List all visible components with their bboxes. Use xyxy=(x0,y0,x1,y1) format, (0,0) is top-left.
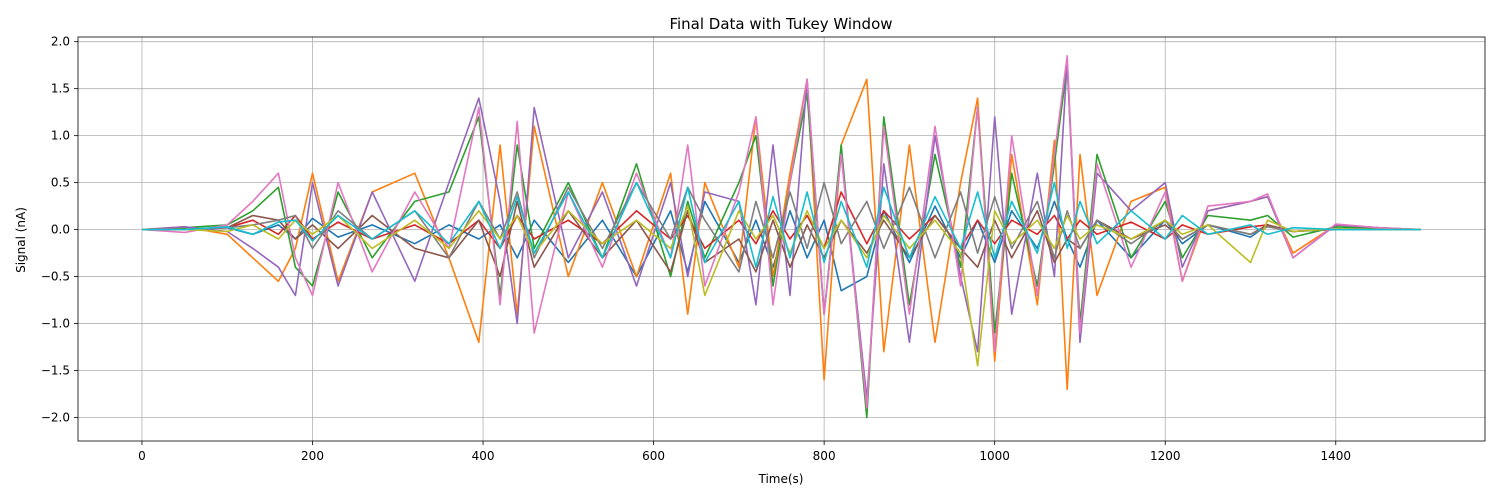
series-layer xyxy=(141,54,1422,419)
y-tick-label: −2.0 xyxy=(41,411,70,425)
y-tick-label: 2.0 xyxy=(51,35,70,49)
y-axis-label: Signal (nA) xyxy=(14,207,28,273)
series-line-7 xyxy=(141,54,1422,409)
y-tick-label: −1.0 xyxy=(41,317,70,331)
x-tick-label: 0 xyxy=(138,449,146,463)
x-tick-label: 400 xyxy=(472,449,495,463)
y-tick-label: 0.0 xyxy=(51,223,70,237)
y-tick-label: 0.5 xyxy=(51,176,70,190)
x-tick-label: 800 xyxy=(813,449,836,463)
ticks: 0 200 400 600 800 1000 1200 1400 −2.0 −1.5 −1.0 −0.… xyxy=(41,35,1351,463)
x-tick-label: 1200 xyxy=(1150,449,1181,463)
x-tick-label: 1400 xyxy=(1320,449,1351,463)
series-line-4 xyxy=(142,191,1421,250)
y-tick-label: −0.5 xyxy=(41,270,70,284)
y-tick-label: 1.5 xyxy=(51,82,70,96)
series-line-10 xyxy=(142,181,1421,269)
x-tick-label: 1000 xyxy=(979,449,1010,463)
chart-title: Final Data with Tukey Window xyxy=(669,15,892,33)
x-axis-label: Time(s) xyxy=(758,472,804,486)
plot-frame xyxy=(77,36,1486,442)
y-tick-label: −1.5 xyxy=(41,364,70,378)
x-tick-label: 200 xyxy=(301,449,324,463)
y-tick-label: 1.0 xyxy=(51,129,70,143)
series-line-9 xyxy=(142,205,1421,367)
x-tick-label: 600 xyxy=(642,449,665,463)
